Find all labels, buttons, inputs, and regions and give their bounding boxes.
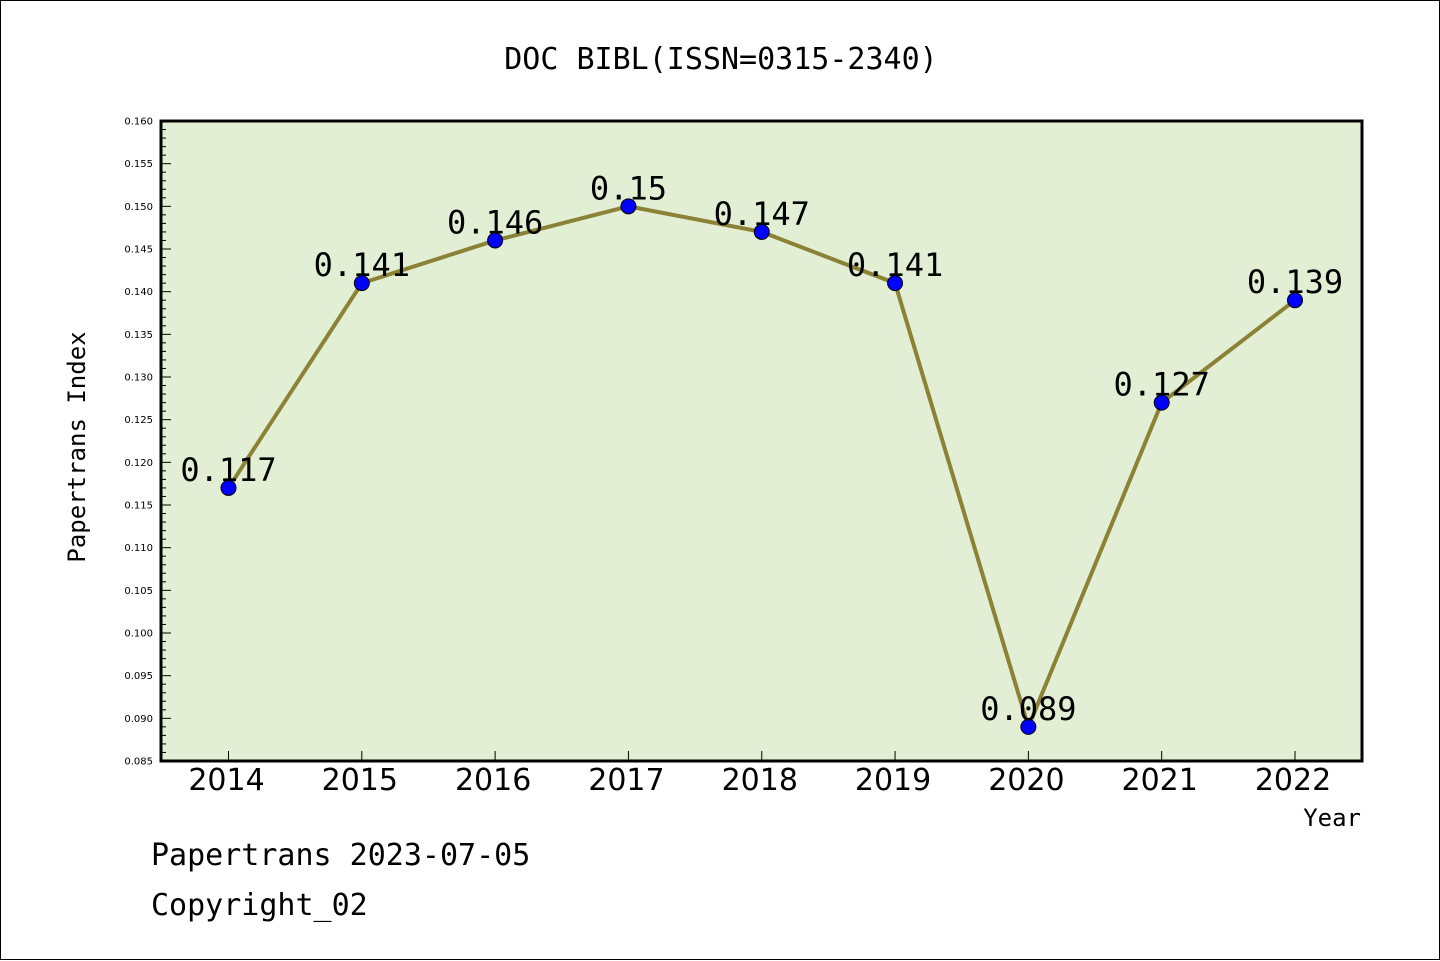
footer-copyright: Copyright_02 (151, 888, 368, 923)
footer-date: Papertrans 2023-07-05 (151, 838, 530, 873)
y-tick-label: 0.105 (124, 586, 153, 597)
x-tick-label: 2016 (455, 763, 531, 798)
series-markers (220, 198, 1303, 735)
y-tick-label: 0.115 (124, 501, 153, 512)
data-point (487, 232, 504, 249)
x-tick-label: 2018 (722, 763, 798, 798)
y-tick-label: 0.145 (124, 245, 153, 256)
y-tick-label: 0.095 (124, 671, 153, 682)
plot-border (159, 119, 1364, 763)
data-point (620, 198, 637, 215)
data-label: 0.141 (314, 246, 410, 284)
data-labels: 0.117 0.141 0.146 0.15 0.147 0.141 0.089 0.127 0… (180, 169, 1343, 728)
data-label: 0.127 (1114, 366, 1210, 404)
x-axis-title: Year (1303, 804, 1361, 832)
data-label: 0.15 (590, 169, 667, 207)
y-tick-label: 0.085 (124, 757, 153, 768)
x-tick-label: 2017 (588, 763, 664, 798)
x-tick-label: 2020 (988, 763, 1064, 798)
data-point (753, 223, 770, 240)
data-point (353, 275, 370, 292)
y-tick-label: 0.100 (124, 629, 153, 640)
data-point (1153, 394, 1170, 411)
y-tick-label: 0.125 (124, 415, 153, 426)
data-label: 0.141 (847, 246, 943, 284)
y-tick-label: 0.155 (124, 159, 153, 170)
data-label: 0.139 (1247, 263, 1343, 301)
y-tick-label: 0.120 (124, 458, 153, 469)
data-label: 0.146 (447, 203, 543, 241)
x-tick-label: 2014 (188, 763, 264, 798)
data-point (220, 479, 237, 496)
data-label: 0.089 (980, 690, 1076, 728)
x-tick-label: 2021 (1122, 763, 1198, 798)
x-axis: 2014 2015 2016 2017 2018 2019 2020 2021 2022 (188, 751, 1331, 798)
y-tick-label: 0.140 (124, 287, 153, 298)
data-label: 0.117 (180, 451, 276, 489)
data-point (887, 275, 904, 292)
data-label: 0.147 (714, 195, 810, 233)
y-axis-title: Papertrans Index (63, 331, 91, 562)
y-axis: 0.085 0.090 0.095 0.100 0.105 0.110 0.115 0.120… (124, 117, 171, 768)
chart-title: DOC BIBL(ISSN=0315-2340) (504, 42, 937, 77)
y-tick-label: 0.110 (124, 543, 153, 554)
data-point (1020, 718, 1037, 735)
x-tick-label: 2015 (322, 763, 398, 798)
y-tick-label: 0.135 (124, 330, 153, 341)
x-tick-label: 2019 (855, 763, 931, 798)
y-tick-label: 0.090 (124, 714, 153, 725)
data-point (1287, 292, 1303, 309)
y-tick-label: 0.160 (124, 117, 153, 128)
y-tick-label: 0.150 (124, 202, 153, 213)
x-tick-label: 2022 (1255, 763, 1331, 798)
y-tick-label: 0.130 (124, 373, 153, 384)
